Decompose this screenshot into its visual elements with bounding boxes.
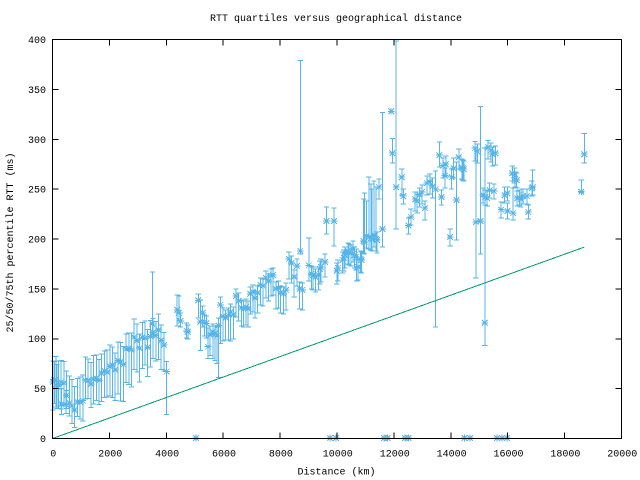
svg-text:0: 0 [40,435,46,446]
svg-text:400: 400 [28,36,46,47]
svg-text:350: 350 [28,86,46,97]
svg-text:14000: 14000 [437,450,467,461]
svg-text:0: 0 [50,450,56,461]
svg-text:200: 200 [28,236,46,247]
svg-text:6000: 6000 [212,450,236,461]
svg-text:100: 100 [28,335,46,346]
svg-text:25/50/75th percentile RTT (ms): 25/50/75th percentile RTT (ms) [5,152,17,332]
svg-text:18000: 18000 [550,450,580,461]
svg-text:4000: 4000 [155,450,179,461]
svg-text:12000: 12000 [380,450,410,461]
svg-text:250: 250 [28,186,46,197]
svg-text:50: 50 [34,385,46,396]
svg-text:8000: 8000 [269,450,293,461]
svg-text:150: 150 [28,285,46,296]
svg-text:16000: 16000 [493,450,523,461]
svg-text:RTT quartiles versus geographi: RTT quartiles versus geographical distan… [210,13,462,25]
svg-text:Distance (km): Distance (km) [297,466,375,478]
svg-text:20000: 20000 [607,450,637,461]
svg-text:300: 300 [28,136,46,147]
svg-text:2000: 2000 [98,450,122,461]
svg-text:10000: 10000 [323,450,353,461]
